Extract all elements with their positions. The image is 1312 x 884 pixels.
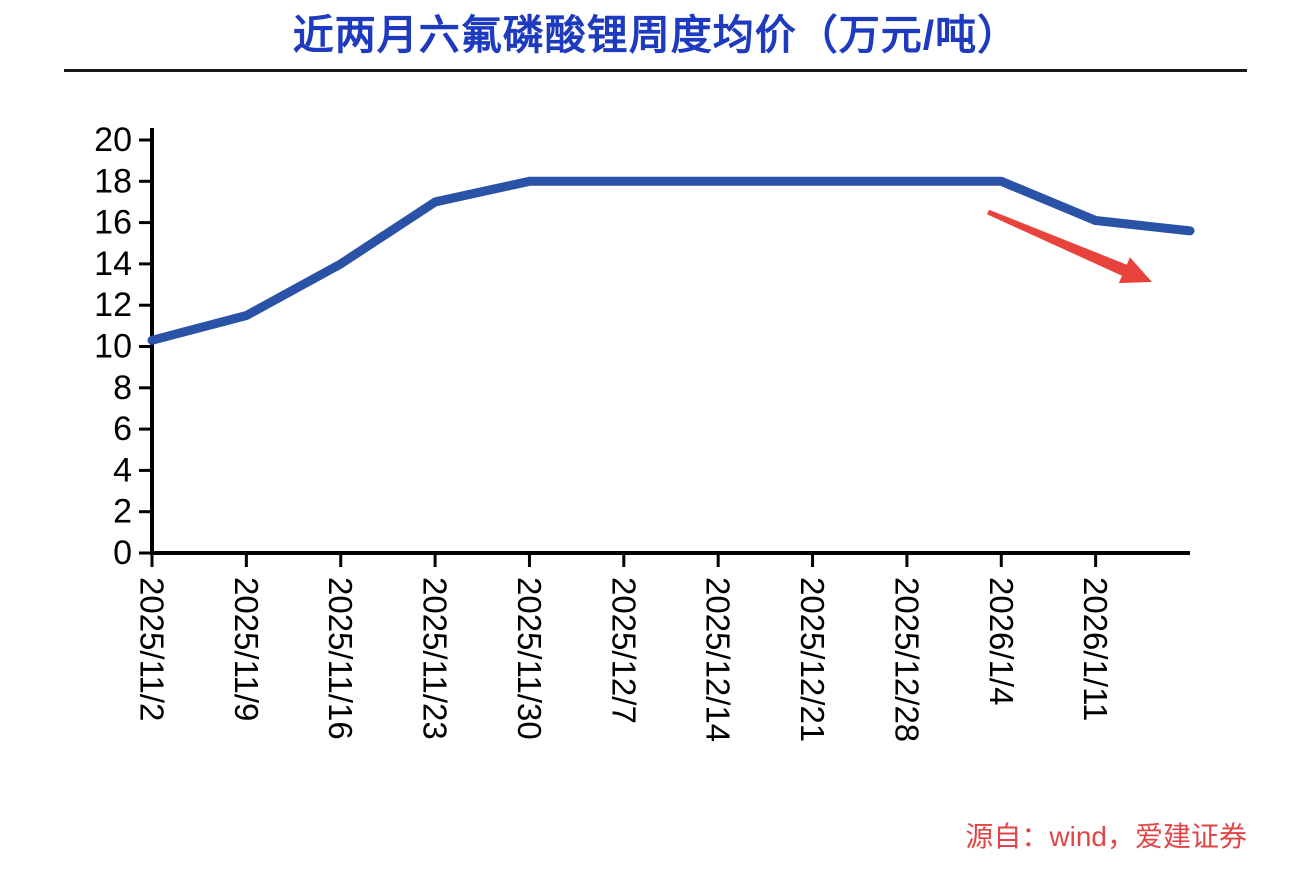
y-axis-label: 0 (113, 534, 132, 572)
x-axis-label: 2025/11/16 (322, 577, 359, 740)
x-axis-label: 2025/11/9 (228, 577, 265, 721)
y-axis-label: 20 (94, 121, 132, 159)
x-axis-label: 2025/11/2 (134, 577, 171, 721)
source-caption: 源自：wind，爱建证券 (965, 821, 1247, 852)
y-axis-label: 4 (113, 451, 132, 489)
y-axis-label: 8 (113, 369, 132, 407)
x-axis-label: 2025/12/7 (605, 577, 642, 724)
x-axis-label: 2025/12/28 (888, 577, 925, 742)
y-axis-label: 10 (94, 328, 132, 366)
x-axis-label: 2025/11/23 (417, 577, 454, 740)
y-axis-label: 14 (94, 245, 132, 283)
x-axis-label: 2025/11/30 (511, 577, 548, 740)
x-axis-label: 2026/1/4 (983, 577, 1020, 705)
x-axis-label: 2026/1/11 (1077, 577, 1114, 721)
trend-down-arrow-icon (987, 209, 1152, 284)
y-axis-label: 12 (94, 286, 132, 324)
x-axis-label: 2025/12/14 (700, 577, 737, 742)
y-axis-label: 18 (94, 162, 132, 200)
title-underline (64, 69, 1247, 72)
y-axis-label: 2 (113, 493, 132, 531)
y-axis-label: 16 (94, 204, 132, 242)
chart-title: 近两月六氟磷酸锂周度均价（万元/吨） (292, 12, 1020, 58)
price-line-series (147, 176, 1195, 345)
y-axis-label: 6 (113, 410, 132, 448)
x-axis-label: 2025/12/21 (794, 577, 831, 742)
